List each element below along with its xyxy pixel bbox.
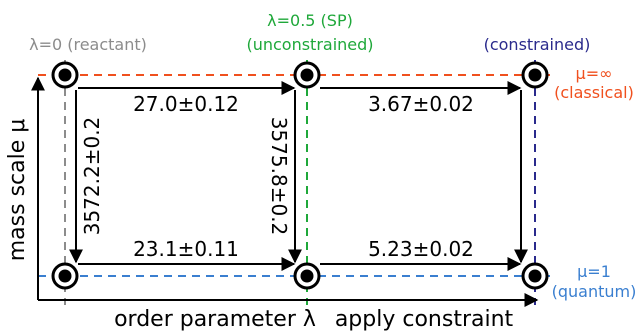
- label-constrained: (constrained): [484, 35, 591, 54]
- label-quantum-text: (quantum): [552, 282, 636, 301]
- value-bottom-left: 23.1±0.11: [133, 237, 239, 261]
- value-top-right: 3.67±0.02: [368, 92, 474, 116]
- label-classical-mu: μ=∞: [576, 64, 613, 83]
- y-axis-label: mass scale μ: [5, 119, 30, 262]
- node-reactant-quantum: [51, 262, 79, 290]
- label-classical-text: (classical): [554, 83, 634, 102]
- label-sp-line2: (unconstrained): [246, 35, 373, 54]
- value-bottom-right: 5.23±0.02: [368, 237, 474, 261]
- value-vertical-middle: 3575.8±0.2: [267, 117, 291, 236]
- node-constrained-quantum: [521, 262, 549, 290]
- value-vertical-left: 3572.2±0.2: [80, 117, 104, 236]
- x-axis-label: order parameter λ: [114, 307, 316, 331]
- label-quantum-mu: μ=1: [577, 262, 611, 281]
- label-reactant: λ=0 (reactant): [29, 35, 147, 54]
- value-top-left: 27.0±0.12: [133, 92, 239, 116]
- x-axis-label-constraint: apply constraint: [335, 307, 514, 331]
- node-sp-classical: [293, 61, 321, 89]
- node-constrained-classical: [521, 61, 549, 89]
- node-sp-quantum: [293, 262, 321, 290]
- node-reactant-classical: [51, 61, 79, 89]
- label-sp-line1: λ=0.5 (SP): [267, 11, 353, 30]
